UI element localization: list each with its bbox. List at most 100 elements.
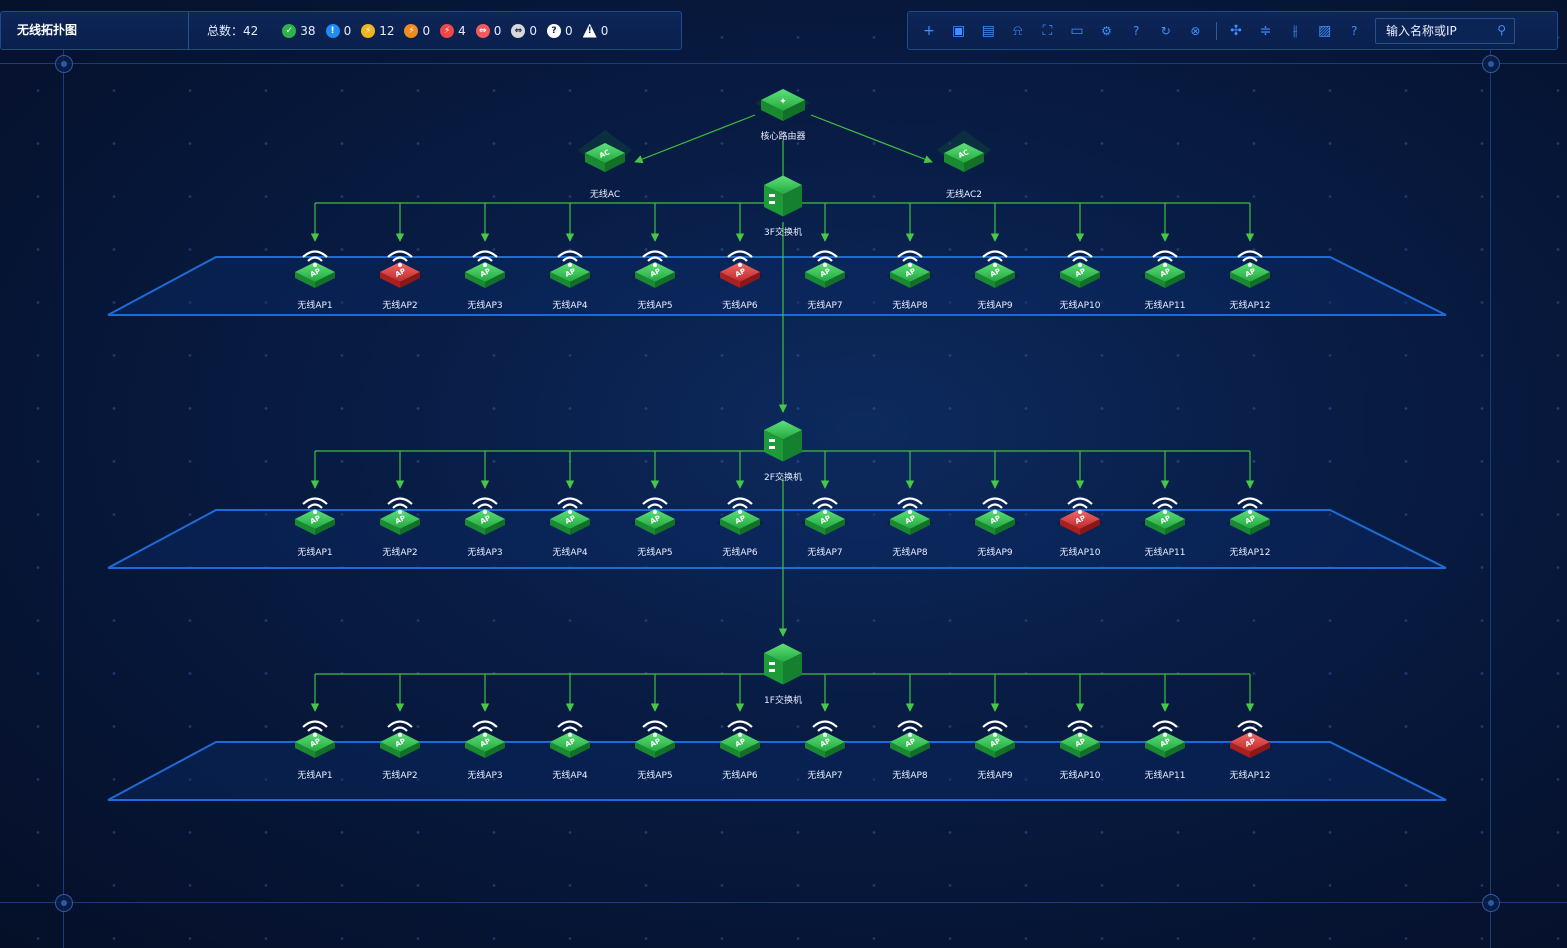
ap-badge: AP: [309, 737, 322, 749]
ap-label: 无线AP3: [467, 299, 502, 311]
status-link-down[interactable]: ⇔ 0: [475, 23, 501, 38]
ap-badge: AP: [1244, 267, 1257, 279]
unmanaged-count: 0: [529, 23, 538, 38]
wireless-ac-node[interactable]: AC: [578, 130, 632, 173]
access-point-node[interactable]: AP: [716, 250, 764, 289]
connection-link: [810, 114, 933, 164]
ap-label: 无线AP11: [1144, 546, 1185, 558]
ap-badge: AP: [394, 267, 407, 279]
ap-label: 无线AP9: [977, 769, 1013, 781]
help-icon-2[interactable]: ?: [1351, 23, 1358, 38]
settings-icon[interactable]: ⚙: [1101, 23, 1112, 38]
align-horizontal-icon[interactable]: ⫲: [1292, 22, 1298, 39]
ap-label: 无线AP7: [807, 769, 842, 781]
wifi-icon: [1152, 250, 1178, 267]
access-point-node[interactable]: AP: [631, 720, 679, 759]
wifi-icon: [1237, 497, 1263, 514]
chart-icon[interactable]: ▨: [1318, 22, 1332, 39]
status-critical[interactable]: ⚡ 4: [440, 23, 466, 38]
save-icon[interactable]: ▣: [951, 22, 966, 39]
access-point-node[interactable]: AP: [716, 720, 764, 759]
search-input[interactable]: [1386, 19, 1486, 43]
access-point-node[interactable]: AP: [801, 720, 849, 759]
align-vertical-icon[interactable]: ≑: [1259, 22, 1272, 39]
status-warning[interactable]: ⚡ 12: [361, 23, 395, 38]
access-point-node[interactable]: AP: [631, 250, 679, 289]
access-point-node[interactable]: AP: [546, 250, 594, 289]
refresh-icon[interactable]: ↻: [1160, 23, 1171, 38]
ap-label: 无线AP2: [382, 299, 417, 311]
ap-badge: AP: [819, 267, 832, 279]
access-point-node[interactable]: AP: [801, 497, 849, 536]
frame-line-left: [63, 50, 64, 948]
access-point-node[interactable]: AP: [1141, 720, 1189, 759]
access-point-node[interactable]: AP: [376, 250, 424, 289]
floor-switch-node[interactable]: [764, 175, 802, 217]
access-point-node[interactable]: AP: [546, 720, 594, 759]
access-point-node[interactable]: AP: [971, 497, 1019, 536]
access-point-node[interactable]: AP: [971, 720, 1019, 759]
corner-marker: [1482, 894, 1500, 912]
access-point-node[interactable]: AP: [291, 250, 339, 289]
access-point-node[interactable]: AP: [886, 720, 934, 759]
access-point-node[interactable]: AP: [1226, 497, 1274, 536]
normal-count: 38: [300, 23, 316, 38]
access-point-node[interactable]: AP: [801, 250, 849, 289]
access-point-node[interactable]: AP: [716, 497, 764, 536]
ap-label: 无线AP5: [637, 299, 672, 311]
access-point-node[interactable]: AP: [1141, 497, 1189, 536]
access-point-node[interactable]: AP: [546, 497, 594, 536]
access-point-node[interactable]: AP: [886, 250, 934, 289]
core-router-node[interactable]: ✦: [755, 88, 811, 121]
add-icon[interactable]: +: [923, 22, 935, 39]
help-icon[interactable]: ?: [1132, 23, 1140, 38]
access-point-node[interactable]: AP: [1056, 720, 1104, 759]
access-point-node[interactable]: AP: [631, 497, 679, 536]
access-point-node[interactable]: AP: [1141, 250, 1189, 289]
topology-icon[interactable]: ✣: [1230, 22, 1242, 39]
access-point-node[interactable]: AP: [461, 250, 509, 289]
floor-plane: [107, 741, 1447, 801]
access-point-node[interactable]: AP: [461, 720, 509, 759]
switch-label: 2F交换机: [764, 471, 802, 483]
access-point-node[interactable]: AP: [376, 720, 424, 759]
status-unmanaged[interactable]: ⇔ 0: [511, 23, 538, 38]
status-normal[interactable]: ✓ 38: [282, 23, 316, 38]
access-point-node[interactable]: AP: [376, 497, 424, 536]
wireless-ac-node[interactable]: AC: [937, 130, 991, 173]
ap-badge: AP: [819, 514, 832, 526]
wifi-icon: [302, 720, 328, 737]
ap-label: 无线AP9: [977, 299, 1013, 311]
warning-count: 12: [379, 23, 395, 38]
access-point-node[interactable]: AP: [886, 497, 934, 536]
floor-switch-node[interactable]: [764, 420, 802, 462]
floor-switch-node[interactable]: [764, 643, 802, 685]
wifi-icon: [557, 250, 583, 267]
alarm-icon[interactable]: ⍾: [1013, 22, 1023, 39]
access-point-node[interactable]: AP: [461, 497, 509, 536]
ap-label: 无线AP1: [297, 546, 332, 558]
access-point-node[interactable]: AP: [971, 250, 1019, 289]
fullscreen-icon[interactable]: ⛶: [1042, 22, 1053, 39]
wifi-icon: [387, 720, 413, 737]
wifi-icon: [387, 497, 413, 514]
wifi-icon: [472, 497, 498, 514]
status-info[interactable]: ! 0: [325, 23, 351, 38]
access-point-node[interactable]: AP: [1226, 250, 1274, 289]
status-alert[interactable]: ! 0: [582, 23, 608, 38]
access-point-node[interactable]: AP: [1056, 250, 1104, 289]
ap-label: 无线AP8: [892, 769, 928, 781]
status-unknown[interactable]: ? 0: [547, 23, 573, 38]
search-icon[interactable]: ⚲: [1497, 23, 1506, 37]
status-summary: 总数：42 ✓ 38! 0 ⚡ 12 ⚡ 0 ⚡ 4 ⇔ 0 ⇔ 0? 0! 0: [188, 11, 618, 50]
save-as-icon[interactable]: ▤: [981, 22, 995, 39]
close-icon[interactable]: ⊗: [1190, 23, 1201, 38]
monitor-icon[interactable]: ▭: [1070, 22, 1084, 39]
access-point-node[interactable]: AP: [291, 497, 339, 536]
access-point-node[interactable]: AP: [291, 720, 339, 759]
ap-badge: AP: [649, 267, 662, 279]
access-point-node[interactable]: AP: [1056, 497, 1104, 536]
status-major[interactable]: ⚡ 0: [404, 23, 430, 38]
wifi-icon: [557, 720, 583, 737]
access-point-node[interactable]: AP: [1226, 720, 1274, 759]
